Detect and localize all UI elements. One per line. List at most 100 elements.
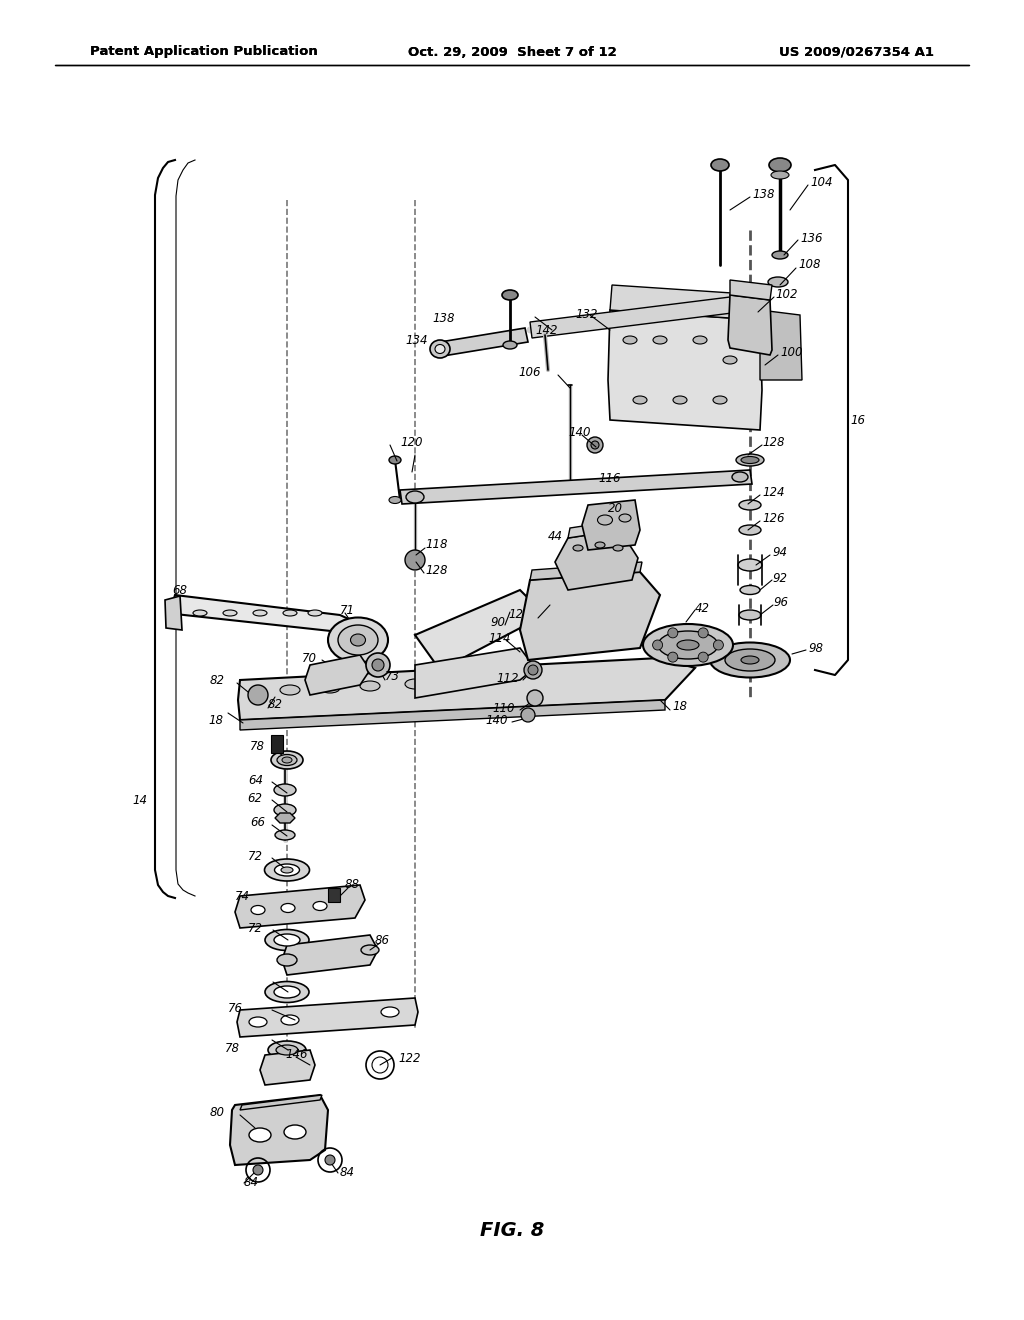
- Text: 112: 112: [496, 672, 518, 685]
- Text: 140: 140: [568, 426, 591, 440]
- Ellipse shape: [658, 631, 718, 659]
- Polygon shape: [260, 1049, 315, 1085]
- Text: 110: 110: [492, 701, 514, 714]
- Polygon shape: [520, 572, 660, 660]
- Ellipse shape: [573, 545, 583, 550]
- Ellipse shape: [274, 865, 299, 876]
- Ellipse shape: [338, 624, 378, 655]
- Text: 98: 98: [808, 642, 823, 655]
- Polygon shape: [440, 327, 528, 356]
- Circle shape: [698, 652, 709, 663]
- Bar: [271, 735, 283, 752]
- Text: 73: 73: [385, 671, 400, 684]
- Ellipse shape: [278, 755, 297, 766]
- Ellipse shape: [738, 558, 762, 572]
- Ellipse shape: [308, 610, 322, 616]
- Text: 102: 102: [775, 289, 798, 301]
- Text: 94: 94: [772, 546, 787, 560]
- Ellipse shape: [350, 634, 366, 645]
- Circle shape: [527, 690, 543, 706]
- Text: 20: 20: [608, 502, 623, 515]
- Ellipse shape: [450, 677, 470, 686]
- Text: 96: 96: [773, 597, 788, 610]
- Text: 84: 84: [340, 1167, 355, 1180]
- Ellipse shape: [282, 756, 292, 763]
- Text: 106: 106: [518, 367, 541, 380]
- Polygon shape: [530, 297, 732, 338]
- Polygon shape: [282, 935, 378, 975]
- Text: US 2009/0267354 A1: US 2009/0267354 A1: [779, 45, 934, 58]
- Text: 18: 18: [208, 714, 223, 726]
- Text: 104: 104: [810, 177, 833, 190]
- Ellipse shape: [693, 337, 707, 345]
- Ellipse shape: [274, 986, 300, 998]
- Text: 84: 84: [244, 1176, 259, 1189]
- Ellipse shape: [271, 751, 303, 770]
- Text: 78: 78: [250, 739, 265, 752]
- Polygon shape: [240, 700, 665, 730]
- Ellipse shape: [739, 525, 761, 535]
- Text: 136: 136: [800, 231, 822, 244]
- Ellipse shape: [739, 610, 761, 620]
- Ellipse shape: [381, 1007, 399, 1016]
- Text: Patent Application Publication: Patent Application Publication: [90, 45, 317, 58]
- Polygon shape: [230, 1096, 328, 1166]
- Text: 80: 80: [210, 1106, 225, 1119]
- Text: Patent Application Publication: Patent Application Publication: [90, 45, 317, 58]
- Circle shape: [587, 437, 603, 453]
- Polygon shape: [400, 470, 752, 504]
- Text: FIG. 8: FIG. 8: [480, 1221, 544, 1239]
- Circle shape: [325, 1155, 335, 1166]
- Text: 146: 146: [285, 1048, 307, 1061]
- Text: 82: 82: [268, 698, 283, 711]
- Ellipse shape: [772, 251, 788, 259]
- Ellipse shape: [725, 649, 775, 671]
- Text: Oct. 29, 2009  Sheet 7 of 12: Oct. 29, 2009 Sheet 7 of 12: [408, 45, 616, 58]
- Text: Oct. 29, 2009  Sheet 7 of 12: Oct. 29, 2009 Sheet 7 of 12: [408, 45, 616, 58]
- Ellipse shape: [251, 906, 265, 915]
- Text: 140: 140: [485, 714, 508, 726]
- Text: 42: 42: [695, 602, 710, 615]
- Ellipse shape: [711, 158, 729, 172]
- Polygon shape: [172, 595, 355, 632]
- Ellipse shape: [275, 830, 295, 840]
- Ellipse shape: [741, 457, 759, 463]
- Text: 138: 138: [432, 312, 455, 325]
- Text: 126: 126: [762, 512, 784, 525]
- Ellipse shape: [265, 929, 309, 950]
- Ellipse shape: [280, 685, 300, 696]
- Text: 124: 124: [762, 487, 784, 499]
- Ellipse shape: [360, 681, 380, 690]
- Ellipse shape: [741, 656, 759, 664]
- Text: 82: 82: [210, 673, 225, 686]
- Text: 142: 142: [535, 323, 557, 337]
- Ellipse shape: [435, 345, 445, 354]
- Text: 72: 72: [248, 850, 263, 863]
- Ellipse shape: [361, 945, 379, 954]
- Text: 134: 134: [406, 334, 427, 346]
- Text: 128: 128: [425, 564, 447, 577]
- Text: 18: 18: [672, 701, 687, 714]
- Text: 72: 72: [248, 921, 263, 935]
- Ellipse shape: [283, 610, 297, 616]
- Circle shape: [524, 661, 542, 678]
- Polygon shape: [165, 597, 182, 630]
- Ellipse shape: [223, 610, 237, 616]
- Ellipse shape: [732, 473, 748, 482]
- Polygon shape: [415, 648, 535, 698]
- Text: 14: 14: [132, 793, 147, 807]
- Polygon shape: [608, 310, 762, 430]
- Text: 74: 74: [234, 890, 250, 903]
- Ellipse shape: [618, 513, 631, 521]
- Ellipse shape: [768, 277, 788, 286]
- Text: 66: 66: [250, 817, 265, 829]
- Ellipse shape: [278, 954, 297, 966]
- Ellipse shape: [595, 543, 605, 548]
- Ellipse shape: [249, 1016, 267, 1027]
- Text: 71: 71: [340, 603, 355, 616]
- Ellipse shape: [613, 545, 623, 550]
- Polygon shape: [305, 655, 370, 696]
- Polygon shape: [582, 500, 640, 550]
- Circle shape: [372, 659, 384, 671]
- Ellipse shape: [673, 396, 687, 404]
